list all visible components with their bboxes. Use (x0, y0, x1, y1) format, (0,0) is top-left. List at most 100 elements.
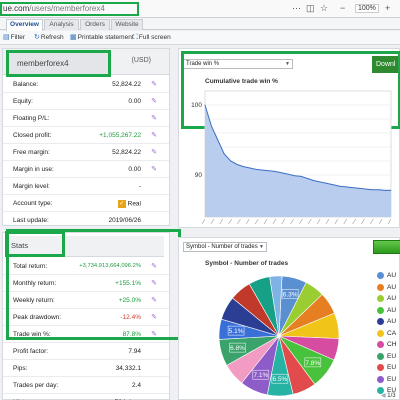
tab-orders[interactable]: Orders (80, 19, 110, 30)
win-point (204, 104, 206, 106)
legend-label: EU (387, 352, 397, 360)
pencil-icon[interactable]: ✎ (151, 314, 157, 321)
pocket-icon[interactable]: ◫ (306, 3, 315, 13)
symbol-pie-panel: Symbol - Number of trades ▼ Symbol - Numb… (178, 237, 400, 400)
win-point (255, 169, 257, 170)
tab-analysis[interactable]: Analysis (44, 19, 79, 30)
account-row-value: +1,055,267.22 (99, 132, 141, 139)
address-bar[interactable]: ue.com/users/memberforex4 (0, 2, 139, 16)
more-options-icon[interactable]: ⋯ (292, 3, 301, 13)
x-tick-mark (325, 218, 330, 225)
legend-label: EU (387, 387, 397, 395)
real-account-check-icon: ✓ (117, 200, 126, 208)
win-point (236, 164, 238, 165)
stats-row: Pips: 34,332.1 (3, 360, 169, 377)
win-point (326, 183, 328, 184)
account-row-label: Last update: (13, 217, 49, 224)
legend-label: AU (387, 295, 397, 303)
pie-slice[interactable] (269, 275, 283, 337)
legend-color-dot (377, 387, 384, 394)
legend-prev-icon[interactable]: ◀ (381, 393, 386, 399)
x-tick-mark (387, 218, 392, 225)
x-tick-mark (228, 218, 232, 225)
tab-website[interactable]: Website (111, 19, 143, 30)
x-tick-mark (254, 218, 259, 225)
slice-label: 6.5% (272, 376, 287, 383)
symbol-pie-chart: Symbol - Number of trades 6.3% 7.8% 6.5% 7.… (205, 260, 340, 397)
pencil-icon[interactable]: ✎ (151, 297, 157, 304)
legend-item[interactable]: AU (377, 306, 396, 314)
pencil-icon[interactable]: ✎ (151, 98, 157, 105)
pie-metric-select[interactable]: Symbol - Number of trades ▼ (183, 242, 267, 252)
x-tick-mark (308, 218, 312, 225)
trade-win-chart: Cumulative trade win % 100 90 (191, 78, 392, 225)
slice-label-box (304, 357, 322, 368)
pencil-icon[interactable]: ✎ (151, 263, 157, 270)
win-point (275, 171, 276, 172)
tab-overview[interactable]: Overview (6, 19, 43, 31)
trade-win-panel: Trade win % ▼ Downl Cumulative trade win … (178, 48, 400, 228)
win-point (377, 189, 379, 191)
account-row-value: 0.00 (128, 166, 141, 173)
legend-color-dot (377, 295, 384, 302)
legend-color-dot (377, 306, 384, 314)
pencil-icon[interactable]: ✎ (151, 149, 157, 156)
legend-color-dot (377, 283, 384, 291)
zoom-out-icon[interactable]: − (340, 3, 346, 13)
pencil-icon[interactable]: ✎ (151, 331, 157, 338)
account-row-label: Equity: (13, 98, 33, 105)
bookmark-star-icon[interactable]: ☆ (320, 3, 329, 13)
account-row-value: 52,824.22 (112, 81, 141, 88)
legend-item[interactable]: EU (377, 364, 396, 371)
stats-row: Trade win %: 87.8% ✎ (3, 326, 169, 343)
win-point (230, 160, 232, 162)
x-tick-mark (370, 218, 374, 225)
legend-item[interactable]: CA (377, 329, 396, 337)
win-point (262, 169, 264, 171)
account-row: Margin level: - (3, 178, 169, 195)
legend-item[interactable]: EU (377, 387, 396, 394)
printable-statement-button[interactable]: ▦Printable statement (70, 33, 134, 43)
stats-row-value: 34,332.1 (115, 365, 141, 372)
zoom-in-icon[interactable]: + (385, 3, 391, 13)
stats-row-value: 87.8% (122, 331, 141, 338)
legend-label: EU (387, 375, 397, 383)
legend-item[interactable]: AU (377, 295, 396, 302)
stats-row-label: Trade win %: (13, 331, 51, 338)
legend-pager[interactable]: ◀ 1/3 (381, 392, 396, 399)
legend-label: AU (387, 272, 397, 280)
legend-item[interactable]: AU (377, 272, 396, 279)
download-button[interactable]: Downl (372, 56, 400, 73)
win-point (281, 172, 283, 174)
tab-bar: Overview Analysis Orders Website (0, 18, 400, 31)
slice-label: 7.1% (253, 372, 268, 379)
filter-button[interactable]: ▤Filter (3, 33, 25, 43)
pencil-icon[interactable]: ✎ (151, 280, 157, 287)
x-tick-mark (352, 218, 356, 225)
legend-item[interactable]: EU (377, 352, 397, 360)
account-currency: (USD) (131, 57, 151, 64)
win-point (320, 181, 321, 183)
stats-row: Total return: +3,734,913,664,096.2% ✎ (3, 258, 169, 275)
pencil-icon[interactable]: ✎ (151, 166, 157, 173)
slice-label-box (271, 373, 289, 384)
legend-item[interactable]: CH (377, 341, 396, 348)
green-action-button[interactable] (373, 240, 400, 254)
zoom-level[interactable]: 100% (355, 4, 379, 13)
legend-item[interactable]: EU (377, 375, 397, 383)
pencil-icon[interactable]: ✎ (151, 81, 157, 88)
account-name: memberforex4 (6, 50, 111, 77)
account-row-value: - (138, 183, 141, 190)
stats-row-label: Total return: (13, 263, 48, 270)
full-screen-button[interactable]: ⛶Full screen (133, 33, 171, 43)
refresh-button[interactable]: ↻Refresh (34, 33, 64, 43)
win-area (205, 105, 391, 217)
legend-item[interactable]: AU (377, 318, 396, 325)
legend-item[interactable]: AU (377, 283, 396, 291)
pencil-icon[interactable]: ✎ (151, 115, 157, 122)
pencil-icon[interactable]: ✎ (151, 132, 157, 139)
legend-color-dot (377, 375, 384, 383)
win-point (345, 186, 347, 188)
filter-icon: ▤ (3, 34, 10, 41)
refresh-label: Refresh (40, 34, 64, 41)
